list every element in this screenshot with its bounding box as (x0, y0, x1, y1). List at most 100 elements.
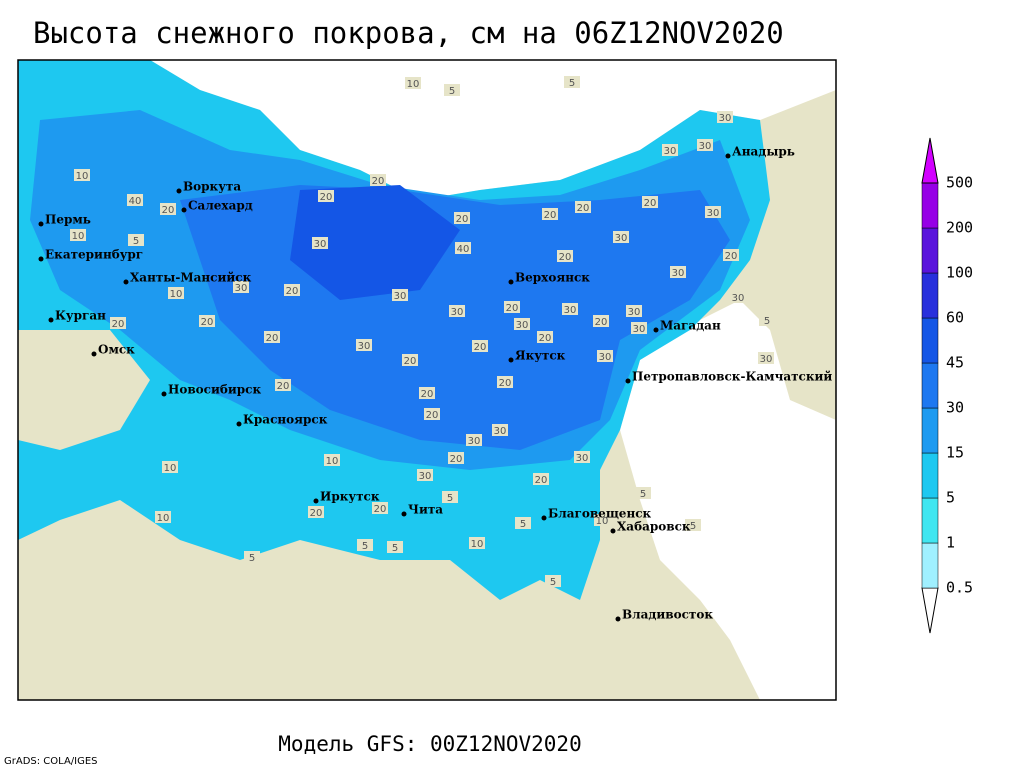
contour-label-box (557, 250, 573, 262)
colorbar-label: 45 (946, 354, 964, 372)
contour-label: 20 (266, 333, 279, 344)
contour-label-box (613, 231, 629, 243)
contour-label: 30 (516, 320, 529, 331)
contour-label-box (758, 352, 774, 364)
contour-label-box (275, 379, 291, 391)
contour-label-box (312, 237, 328, 249)
contour-label-box (419, 387, 435, 399)
contour-label: 20 (725, 251, 738, 262)
city-dot (541, 515, 547, 521)
pacific-ocean (620, 300, 836, 700)
contour-label: 10 (471, 539, 484, 550)
contour-label: 30 (451, 307, 464, 318)
contour-label: 10 (164, 463, 177, 474)
contour-label-box (670, 266, 686, 278)
contour-label: 20 (162, 205, 175, 216)
contour-label: 30 (576, 453, 589, 464)
contour-label-box (454, 212, 470, 224)
city-dot (725, 153, 731, 159)
contour-label: 20 (499, 378, 512, 389)
contour-label-box (504, 301, 520, 313)
contour-label: 10 (326, 456, 339, 467)
contour-label: 30 (664, 146, 677, 157)
contour-label: 30 (419, 471, 432, 482)
contour-label-box (372, 502, 388, 514)
contour-label-box (466, 434, 482, 446)
contour-label-box (635, 487, 651, 499)
contour-label: 20 (310, 508, 323, 519)
city-dot (625, 378, 631, 384)
contour-label-box (168, 287, 184, 299)
city-name: Омск (98, 343, 135, 357)
contour-label: 5 (249, 553, 255, 564)
contour-label: 40 (129, 196, 142, 207)
city-name: Магадан (660, 319, 721, 333)
contour-label: 30 (707, 208, 720, 219)
contour-label-box (593, 315, 609, 327)
contour-label: 5 (133, 236, 139, 247)
colorbar-bottom (921, 587, 939, 634)
city-name: Хабаровск (617, 520, 691, 534)
contour-label-box (417, 469, 433, 481)
contour-label-box (717, 111, 733, 123)
contour-label: 30 (615, 233, 628, 244)
city-dot (610, 528, 616, 534)
contour-label: 20 (112, 319, 125, 330)
contour-label: 20 (644, 198, 657, 209)
contour-label: 20 (595, 317, 608, 328)
title: Высота снежного покрова, см на 06Z12NOV2… (33, 16, 784, 50)
map-frame (17, 59, 837, 701)
colorbar-segment (921, 542, 939, 589)
contour-label: 20 (506, 303, 519, 314)
contour-label: 10 (170, 289, 183, 300)
contour-label: 30 (672, 268, 685, 279)
contour-label: 30 (468, 436, 481, 447)
contour-label: 20 (286, 286, 299, 297)
contour-label: 30 (732, 293, 745, 304)
contour-label-box (387, 541, 403, 553)
contour-label: 20 (320, 192, 333, 203)
colorbar-label: 1 (946, 534, 955, 552)
contour-label-box (402, 354, 418, 366)
contour-label-box (542, 208, 558, 220)
contour-label-box (162, 461, 178, 473)
contour-label: 20 (374, 504, 387, 515)
labels: 10 5 5 30 30 30 10 40 20 10 5 30 10 20 20 20 30 30 20 20 40 2… (38, 76, 832, 622)
contour-label-box (128, 234, 144, 246)
contour-label-box (730, 291, 746, 303)
contour-label-box (160, 203, 176, 215)
colorbar-label: 200 (946, 219, 973, 237)
colorbar-label: 5 (946, 489, 955, 507)
colorbar-segment (921, 497, 939, 544)
contour-label-box (449, 305, 465, 317)
contour-label-box (442, 491, 458, 503)
contour-label: 5 (690, 521, 696, 532)
contour-label-box (405, 77, 421, 89)
contour-label-box (448, 452, 464, 464)
contour-label-box (642, 196, 658, 208)
contour-label: 5 (447, 493, 453, 504)
contour-label-box (199, 315, 215, 327)
contour-label-box (594, 514, 610, 526)
city-dot (176, 188, 182, 194)
city-dot (181, 207, 187, 213)
contour-label-box (74, 169, 90, 181)
contour-label: 30 (628, 307, 641, 318)
contour-label: 20 (421, 389, 434, 400)
city-name: Иркутск (320, 490, 380, 504)
city-dot (48, 317, 54, 323)
contour-label: 30 (760, 354, 773, 365)
contour-label: 20 (539, 333, 552, 344)
contour-label: 20 (450, 454, 463, 465)
colorbar-segment (921, 407, 939, 454)
contour-label-box (514, 318, 530, 330)
colorbar-segment (921, 182, 939, 229)
contour-label-box (723, 249, 739, 261)
contour-label: 10 (157, 513, 170, 524)
colorbar-segment (921, 362, 939, 409)
contour-label: 20 (201, 317, 214, 328)
contour-label: 20 (372, 176, 385, 187)
contour-label-box (70, 229, 86, 241)
contour-label-box (533, 473, 549, 485)
city-dot (313, 498, 319, 504)
